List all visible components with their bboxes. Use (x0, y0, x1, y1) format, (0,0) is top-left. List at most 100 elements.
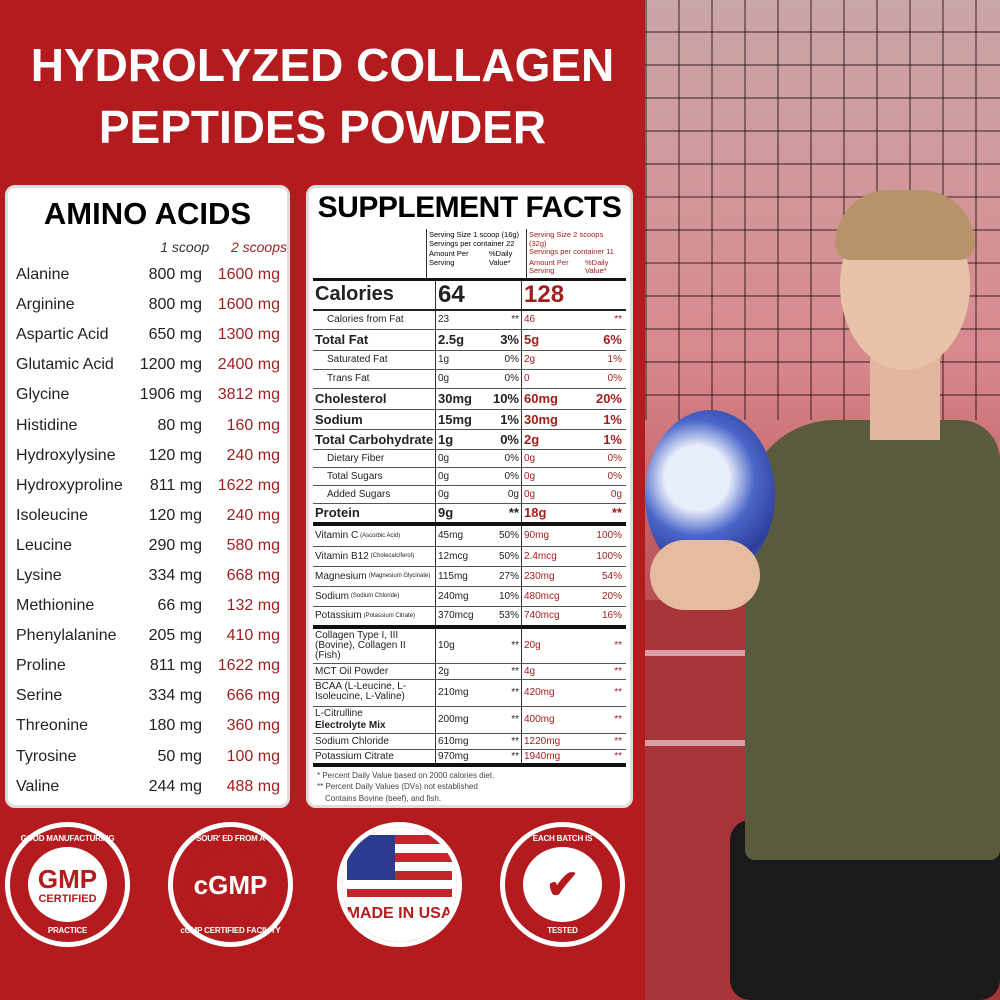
amino-row: Phenylalanine 205 mg 410 mg (8, 621, 287, 651)
nutrient-label: Magnesium (Magnesium Glycinate) (313, 567, 435, 586)
athlete-photo (645, 0, 1000, 1000)
amount-1-scoop: 1g (435, 350, 487, 369)
dv-1-scoop: ** (511, 665, 519, 677)
nutrient-row: Dietary Fiber 0g 0% 0g 0% (313, 449, 626, 468)
amount-2-scoops: 410 mg (226, 627, 280, 645)
amino-row: Alanine 800 mg 1600 mg (8, 260, 287, 290)
amino-name: Threonine (16, 717, 89, 735)
badge-cgmp: SOUR' ED FROM A cGMP cGMP CERTIFIED FACILI… (168, 822, 293, 947)
nutrient-source: (Cholecalciferol) (370, 553, 415, 559)
dv-2-scoops: 20% (601, 590, 622, 602)
amount-1-scoop: 23 (435, 310, 487, 329)
amino-row: Threonine 180 mg 360 mg (8, 711, 287, 741)
amount-2-scoops: 230mg (521, 566, 583, 586)
amino-row: Hydroxylysine 120 mg 240 mg (8, 441, 287, 471)
dv-2-scoops: ** (614, 687, 622, 698)
amount-2-scoops: 668 mg (226, 566, 280, 584)
col-2-scoops: 2 scoops (230, 239, 287, 255)
dv-2-scoops: ** (614, 640, 622, 651)
amount-2-scoops: 160 mg (226, 416, 280, 434)
amino-row: Leucine 290 mg 580 mg (8, 531, 287, 561)
dv-2-scoops: ** (614, 665, 622, 677)
nutrient-label: Potassium Citrate (313, 750, 435, 763)
nutrient-row: Saturated Fat 1g 0% 2g 1% (313, 350, 626, 370)
amount-2-scoops: 1600 mg (217, 296, 280, 314)
nutrient-row: MCT Oil Powder 2g ** 4g ** (313, 663, 626, 680)
nutrient-row: Sodium Chloride 610mg ** 1220mg ** (313, 733, 626, 750)
dv-2-scoops: 0% (607, 470, 622, 482)
nutrient-label: Calories from Fat (313, 311, 435, 329)
nutrient-row: Vitamin B12 (Cholecalciferol) 12mcg 50% 2.4m… (313, 546, 626, 567)
dv-1-scoop: 0g (507, 488, 519, 500)
amount-1-scoop: 45mg (435, 525, 487, 546)
badge-sub-text: CERTIFIED (38, 892, 97, 905)
nutrient-source: (Potassium Citrate) (363, 612, 416, 619)
nutrient-name: Dietary Fiber (327, 452, 385, 464)
dv-1-scoop: 53% (498, 610, 519, 621)
nutrient-name: Added Sugars (327, 488, 391, 500)
amount-1-scoop: 115mg (435, 566, 487, 586)
badge-top-text: EACH BATCH IS (532, 834, 593, 843)
nutrient-name: MCT Oil Powder (315, 665, 389, 677)
nutrient-name: Sodium Chloride (315, 735, 389, 747)
nutrient-name: Potassium Citrate (315, 750, 394, 762)
amino-row: Hydroxyproline 811 mg 1622 mg (8, 471, 287, 501)
dv-2-scoops: 0g (610, 488, 622, 500)
footnotes: * Percent Daily Value based on 2000 calo… (313, 767, 626, 805)
amount-2-scoops: 420mg (521, 679, 583, 706)
amino-row: Isoleucine 120 mg 240 mg (8, 501, 287, 531)
badge-center: cGMP (191, 847, 270, 922)
amino-name: Isoleucine (16, 506, 89, 524)
nutrient-label: Sodium (313, 410, 435, 429)
badge-bottom-text: PRACTICE (47, 926, 88, 935)
nutrient-label: BCAA (L-Leucine, L-Isoleucine, L-Valine) (313, 680, 435, 706)
badge-top-text: GOOD MANUFACTURING (20, 834, 115, 843)
col-1-scoop: 1 scoop (160, 239, 210, 255)
amino-name: Serine (16, 687, 63, 705)
nutrient-label: Trans Fat (313, 370, 435, 388)
amount-1-scoop: 811 mg (149, 476, 202, 494)
amount-2-scoops: 240 mg (226, 446, 280, 464)
nutrient-label: MCT Oil Powder (313, 664, 435, 679)
dv-1-scoop: 27% (498, 570, 519, 582)
amount-2-scoops: 2g (521, 350, 583, 369)
amount-1-scoop: 334 mg (148, 687, 202, 705)
nutrient-name: Total Sugars (327, 470, 383, 482)
nutrient-row: Trans Fat 0g 0% 0 0% (313, 369, 626, 389)
amino-name: Methionine (16, 597, 95, 615)
amount-2-scoops: 4g (521, 663, 583, 679)
amino-row: Tyrosine 50 mg 100 mg (8, 742, 287, 772)
dv-2-scoops: ** (614, 714, 622, 725)
dv-2-scoops: 1% (603, 431, 622, 447)
us-flag-icon (347, 835, 452, 897)
amino-name: Histidine (16, 416, 78, 434)
amount-2-scoops: 60mg (521, 388, 583, 409)
nutrient-row: Vitamin C (Ascorbic Acid) 45mg 50% 90mg 100% (313, 525, 626, 547)
amount-2-scoops: 240 mg (226, 506, 280, 524)
dv-2-scoops: 1% (607, 354, 622, 365)
tank-top (745, 420, 1000, 860)
amino-name: Valine (16, 777, 60, 795)
amount-2-scoops: 2400 mg (217, 356, 280, 374)
amount-2-scoops: 0g (521, 467, 583, 485)
nutrient-label: Saturated Fat (313, 351, 435, 369)
amino-name: Alanine (16, 266, 70, 284)
nutrient-label: Cholesterol (313, 389, 435, 409)
nutrient-name: Total Carbohydrate (315, 431, 434, 447)
amount-1-scoop: 205 mg (148, 627, 202, 645)
nutrient-label: Added Sugars (313, 486, 435, 503)
amount-2-scoops: 1940mg (521, 749, 583, 763)
badge-main-text: MADE IN USA (346, 905, 453, 922)
amount-1-scoop: 15mg (435, 409, 487, 429)
amino-name: Hydroxyproline (16, 476, 123, 494)
footnote: * Percent Daily Value based on 2000 calo… (317, 770, 495, 780)
amount-2-scoops: 90mg (521, 525, 583, 546)
amount-2-scoops: 0 (521, 369, 583, 388)
nutrient-name: Total Fat (315, 332, 369, 347)
amino-title: AMINO ACIDS (43, 196, 252, 231)
nutrient-name: Calories (315, 283, 394, 305)
title-line-1: HYDROLYZED COLLAGEN (30, 39, 615, 91)
dv-2-scoops: ** (614, 750, 622, 762)
dv-1-scoop: 3% (500, 332, 519, 347)
badge-batch-tested: EACH BATCH IS ✔ TESTED (500, 822, 625, 947)
